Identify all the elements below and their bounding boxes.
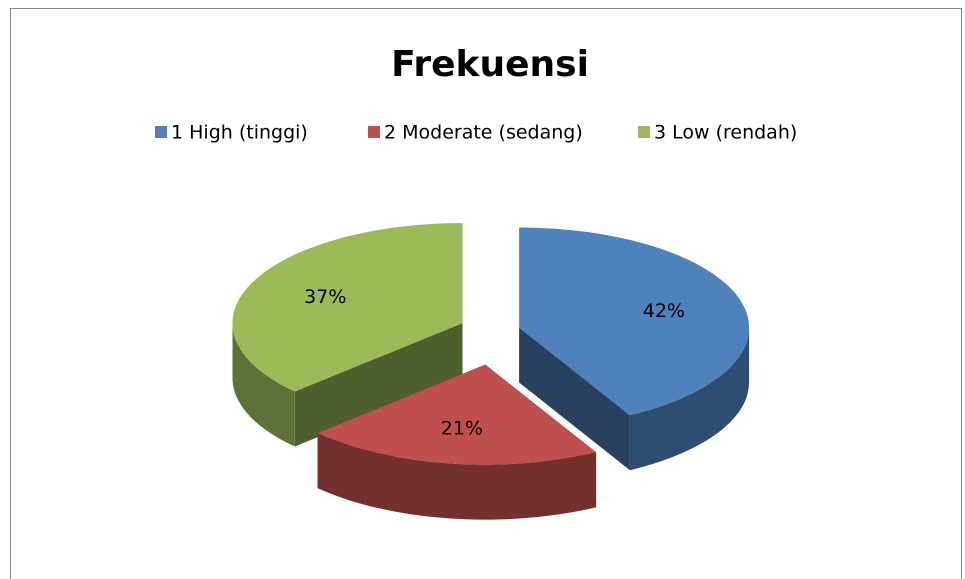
chart-title: Frekuensi (391, 44, 589, 85)
slice (232, 223, 463, 392)
legend-swatch (638, 126, 650, 138)
legend-label: 3 Low (rendah) (654, 122, 797, 144)
data-label: 21% (441, 417, 483, 439)
slice-wall (519, 327, 630, 471)
slice-wall (294, 323, 463, 447)
data-label: 37% (304, 286, 346, 308)
data-label: 42% (643, 300, 685, 322)
slice-side (232, 323, 295, 447)
legend-label: 2 Moderate (sedang) (384, 122, 583, 144)
slice-side (317, 433, 597, 520)
legend-swatch (368, 126, 380, 138)
legend-swatch (155, 126, 167, 138)
legend-label: 1 High (tinggi) (171, 122, 308, 144)
slice (317, 364, 597, 465)
slice-side (629, 327, 750, 471)
slice (519, 227, 749, 416)
